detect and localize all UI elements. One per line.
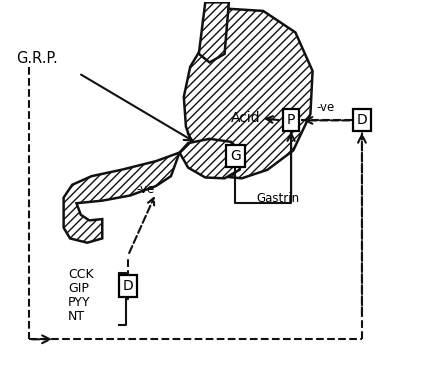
Text: P: P <box>287 113 295 127</box>
Text: GIP: GIP <box>68 282 89 295</box>
Text: PYY: PYY <box>68 296 90 309</box>
Text: CCK: CCK <box>68 268 94 281</box>
Text: D: D <box>356 113 367 127</box>
Polygon shape <box>64 152 180 243</box>
Text: Gastrin: Gastrin <box>257 192 300 205</box>
Text: NT: NT <box>68 310 85 323</box>
Text: -ve: -ve <box>316 101 334 114</box>
Text: -ve: -ve <box>136 183 154 196</box>
Text: G: G <box>230 149 241 163</box>
Text: G.R.P.: G.R.P. <box>16 51 58 66</box>
Polygon shape <box>180 139 242 178</box>
Polygon shape <box>199 2 229 63</box>
Text: Acid: Acid <box>231 111 261 125</box>
Polygon shape <box>184 9 313 178</box>
Text: D: D <box>123 279 133 292</box>
